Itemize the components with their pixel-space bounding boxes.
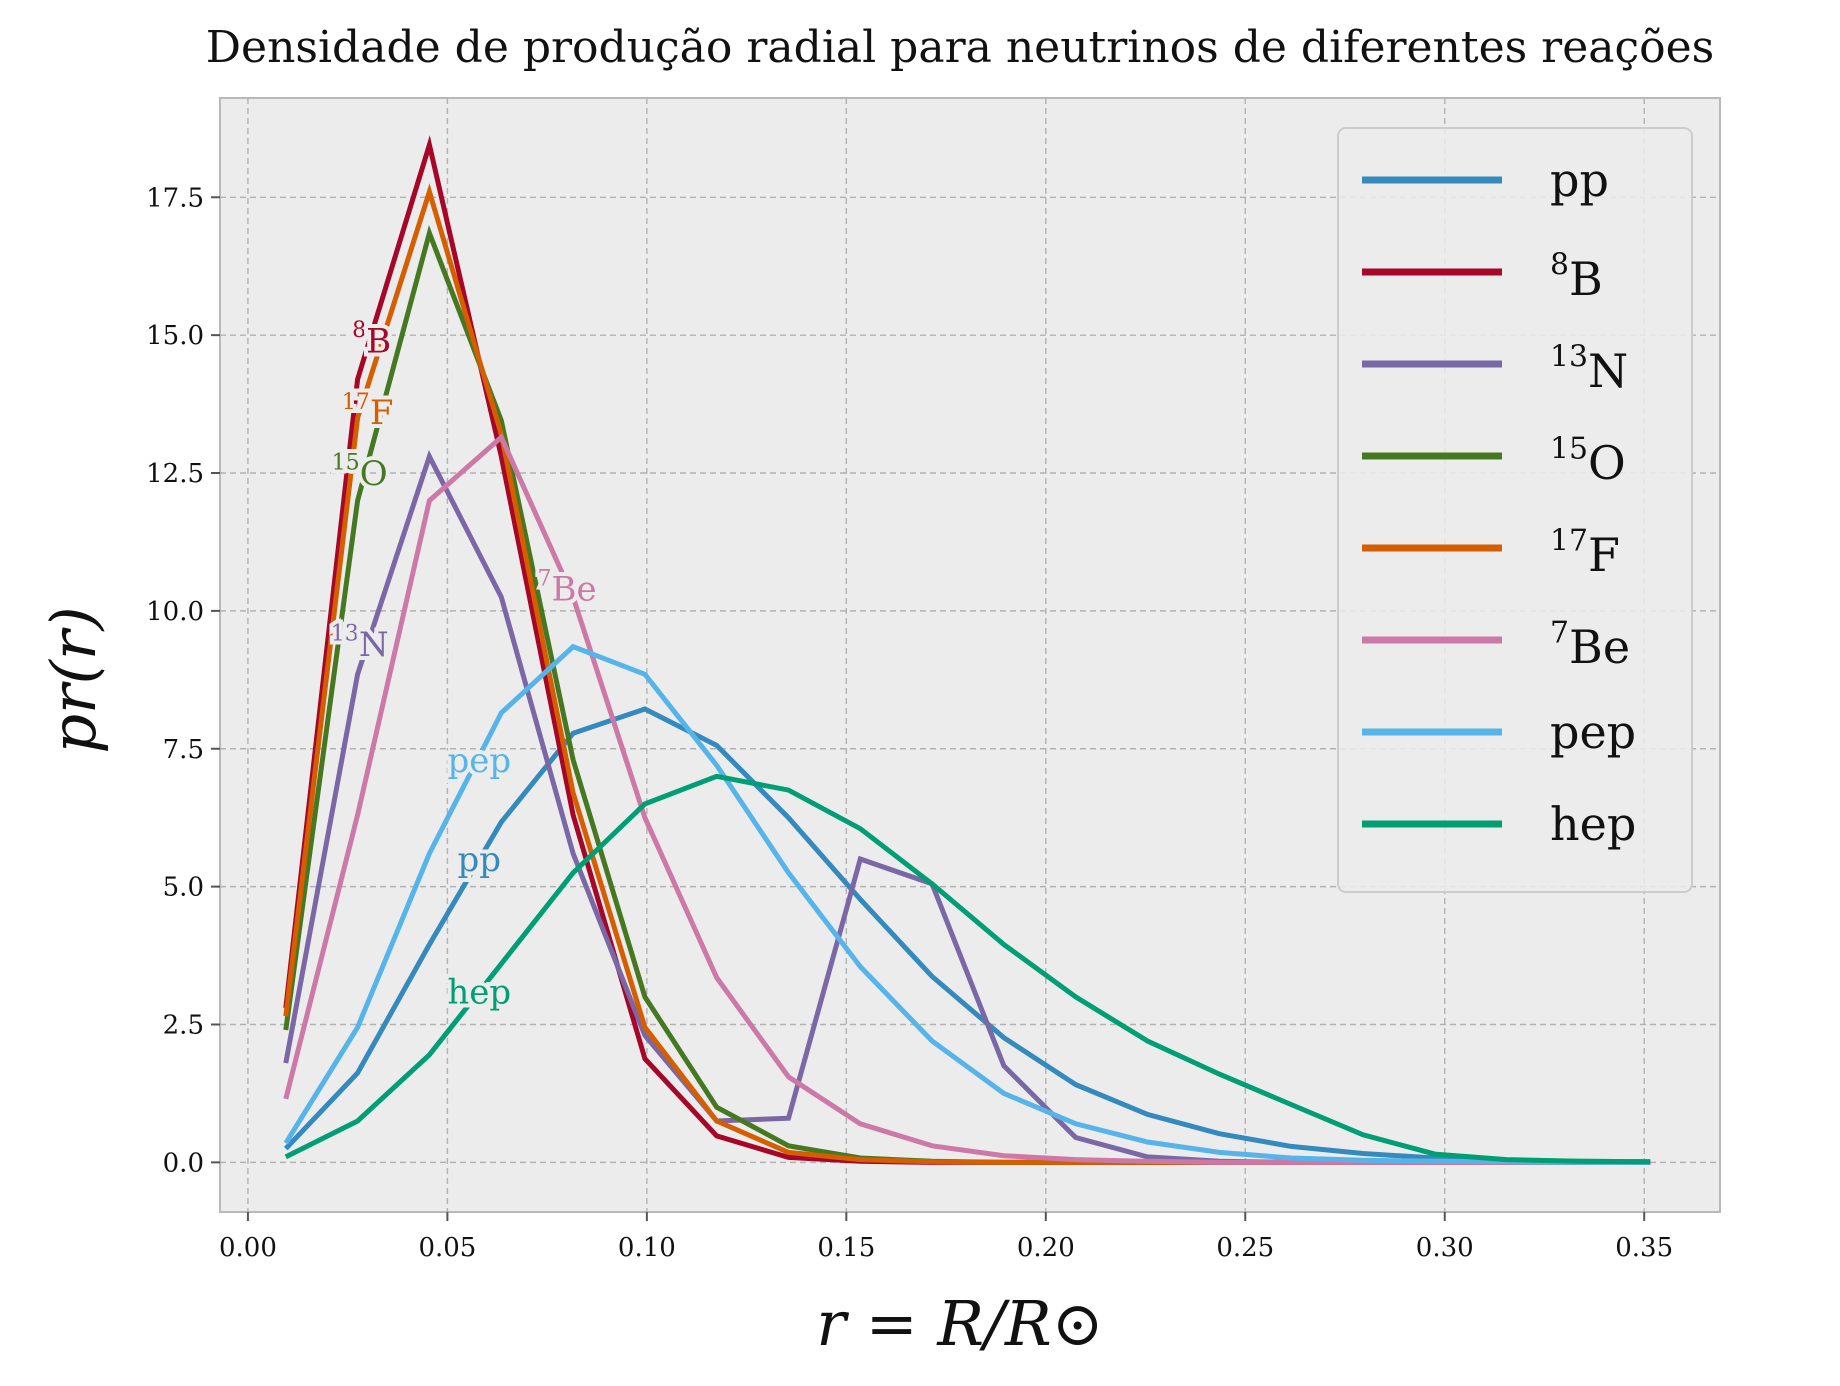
y-tick-label: 2.5 (163, 1010, 204, 1040)
x-tick-label: 0.00 (219, 1233, 277, 1263)
y-tick-label: 10.0 (146, 597, 204, 627)
x-axis-ticks: 0.00 0.05 0.10 0.15 0.20 0.25 0.30 0.35 (219, 1212, 1673, 1263)
inline-label-pp: pp (458, 840, 502, 880)
legend-label-pp: pp (1550, 153, 1609, 207)
y-tick-label: 12.5 (146, 459, 204, 489)
inline-series-labels: pp 8B 13N 15O 17F 7Be pep hep (327, 313, 601, 1016)
y-axis-label: pr(r) (37, 606, 110, 753)
x-tick-label: 0.35 (1615, 1233, 1673, 1263)
inline-label-8B: 8B (352, 317, 391, 361)
x-tick-label: 0.15 (817, 1233, 875, 1263)
series-line-hep (284, 773, 1651, 1165)
x-tick-label: 0.05 (418, 1233, 476, 1263)
x-tick-label: 0.20 (1017, 1233, 1075, 1263)
y-tick-label: 7.5 (163, 735, 204, 765)
x-tick-label: 0.30 (1416, 1233, 1474, 1263)
legend-label-pep: pep (1550, 705, 1636, 759)
legend-label-17F: 17F (1550, 524, 1620, 583)
inline-label-hep: hep (447, 972, 511, 1012)
x-axis-label: r = R/R⊙ (816, 1287, 1103, 1360)
legend-label-13N: 13N (1550, 340, 1628, 399)
legend-label-15O: 15O (1550, 432, 1626, 491)
series-lines (283, 135, 1651, 1165)
legend-label-8B: 8B (1550, 248, 1603, 307)
legend-box (1337, 127, 1693, 893)
inline-label-pep: pep (447, 741, 511, 781)
y-tick-label: 15.0 (146, 321, 204, 351)
y-tick-label: 0.0 (163, 1148, 204, 1178)
inline-label-17F: 17F (342, 389, 394, 433)
chart-title: Densidade de produção radial para neutri… (206, 22, 1714, 73)
y-tick-label: 17.5 (146, 183, 204, 213)
legend-label-hep: hep (1550, 797, 1636, 851)
x-tick-label: 0.25 (1216, 1233, 1274, 1263)
y-axis-ticks: 0.0 2.5 5.0 7.5 10.0 12.5 15.0 17.5 (146, 183, 220, 1178)
series-line-pp (283, 706, 1651, 1165)
inline-label-15O: 15O (332, 450, 388, 494)
legend-label-7Be: 7Be (1550, 616, 1630, 675)
x-tick-label: 0.10 (618, 1233, 676, 1263)
series-line-pep (283, 643, 1651, 1165)
inline-label-7Be: 7Be (537, 565, 596, 609)
legend: pp 8B 13N 15O 17F 7Be pep hep (1337, 127, 1693, 893)
inline-label-13N: 13N (331, 621, 389, 665)
y-tick-label: 5.0 (163, 873, 204, 903)
